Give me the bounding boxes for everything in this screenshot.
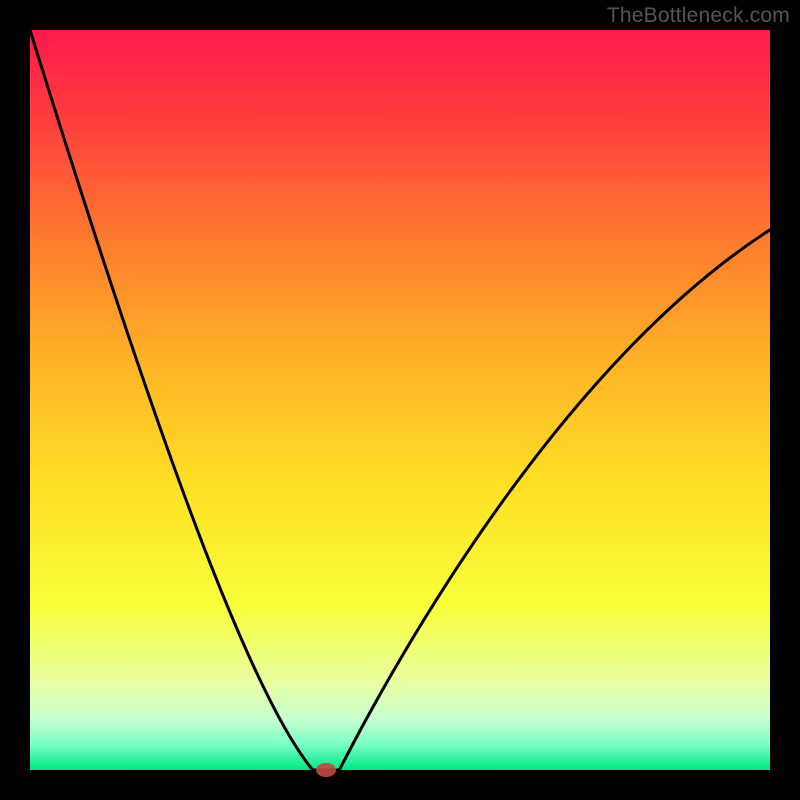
chart-container: TheBottleneck.com: [0, 0, 800, 800]
optimum-marker: [316, 763, 336, 777]
watermark-text: TheBottleneck.com: [607, 4, 790, 28]
bottleneck-chart: [0, 0, 800, 800]
